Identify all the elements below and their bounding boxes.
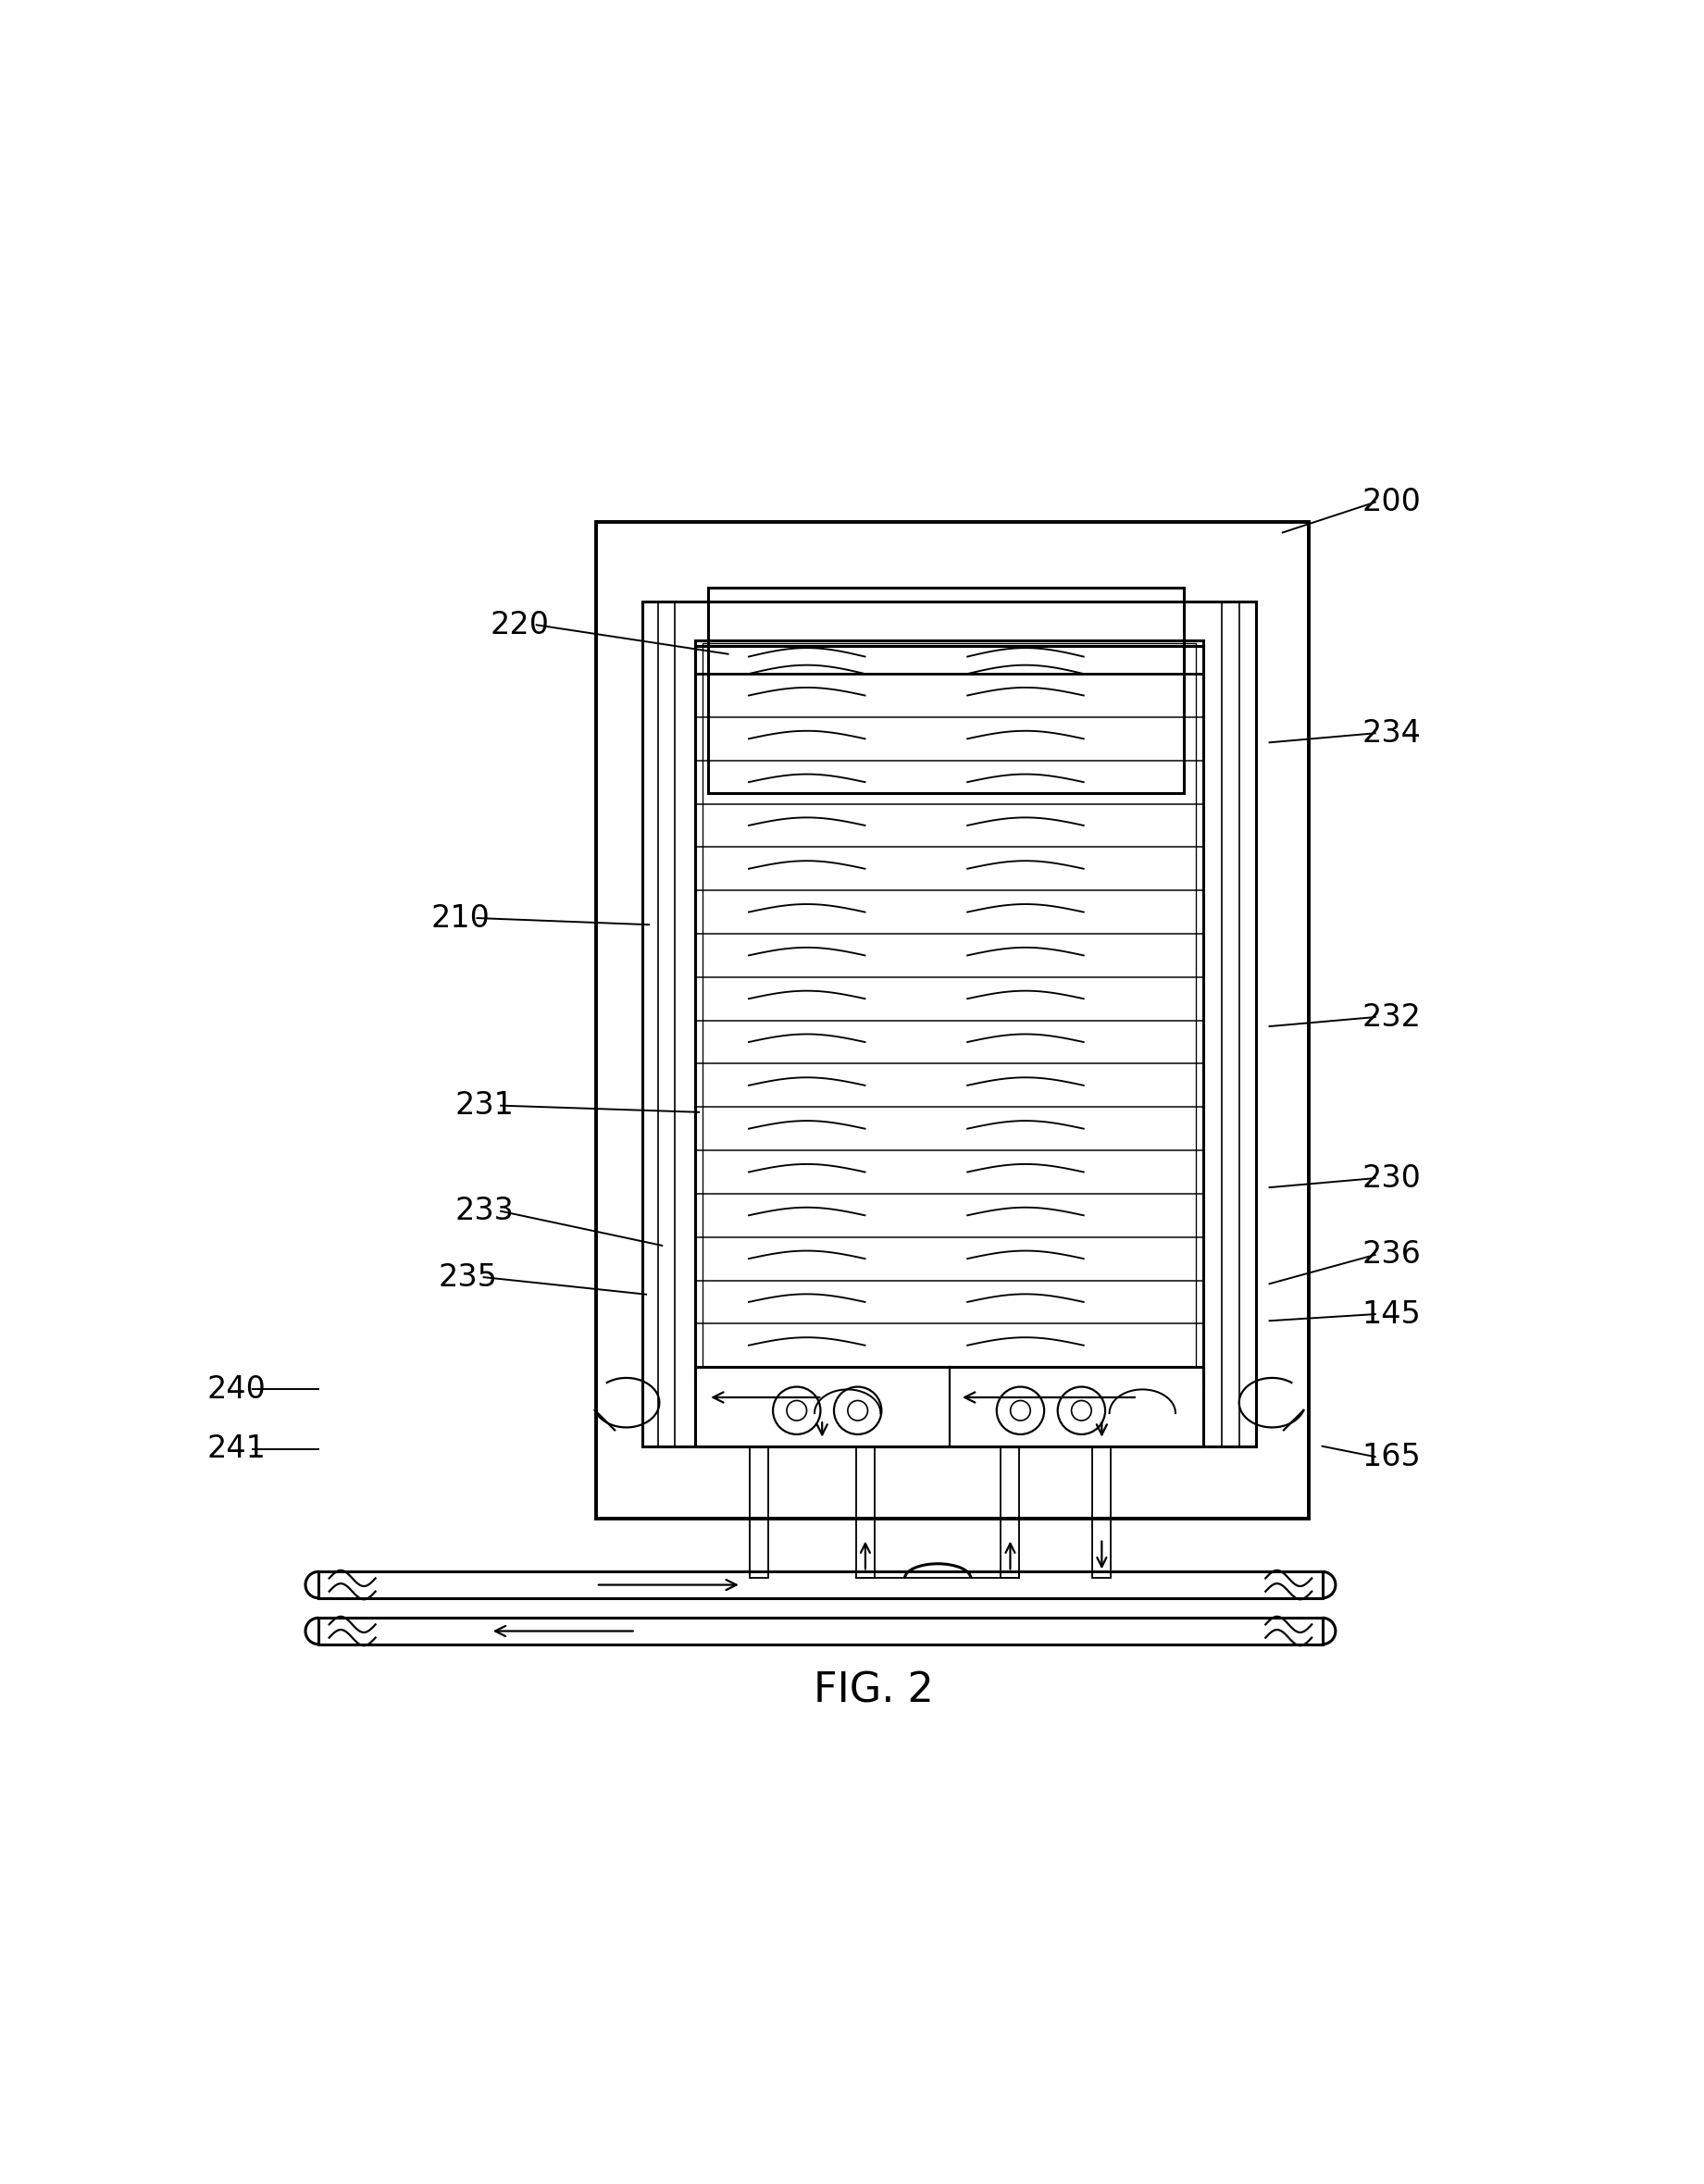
Text: 235: 235 bbox=[438, 1262, 498, 1293]
Text: 233: 233 bbox=[455, 1197, 515, 1227]
Text: 241: 241 bbox=[206, 1433, 266, 1463]
Text: 145: 145 bbox=[1361, 1299, 1421, 1330]
Text: 231: 231 bbox=[455, 1090, 515, 1120]
Bar bbox=[1092, 1446, 1111, 1579]
Bar bbox=[319, 1618, 1322, 1645]
Bar bbox=[1000, 1446, 1019, 1579]
Text: FIG. 2: FIG. 2 bbox=[813, 1671, 934, 1710]
Text: 210: 210 bbox=[431, 902, 491, 933]
Bar bbox=[695, 640, 1203, 1387]
Bar bbox=[704, 644, 1196, 1385]
Text: 165: 165 bbox=[1361, 1441, 1421, 1472]
Text: 236: 236 bbox=[1361, 1241, 1421, 1271]
Text: 220: 220 bbox=[491, 609, 550, 640]
Text: 232: 232 bbox=[1361, 1002, 1421, 1033]
Bar bbox=[750, 1446, 769, 1579]
Text: 200: 200 bbox=[1361, 487, 1421, 518]
Bar bbox=[596, 522, 1309, 1518]
Text: 240: 240 bbox=[206, 1374, 266, 1404]
Bar bbox=[642, 601, 1256, 1446]
Bar bbox=[319, 1572, 1322, 1599]
Text: 234: 234 bbox=[1361, 719, 1421, 749]
Bar bbox=[855, 1572, 1019, 1579]
Bar bbox=[695, 1367, 1203, 1446]
Bar bbox=[709, 587, 1184, 793]
Text: 230: 230 bbox=[1361, 1162, 1421, 1192]
Bar bbox=[855, 1446, 874, 1579]
